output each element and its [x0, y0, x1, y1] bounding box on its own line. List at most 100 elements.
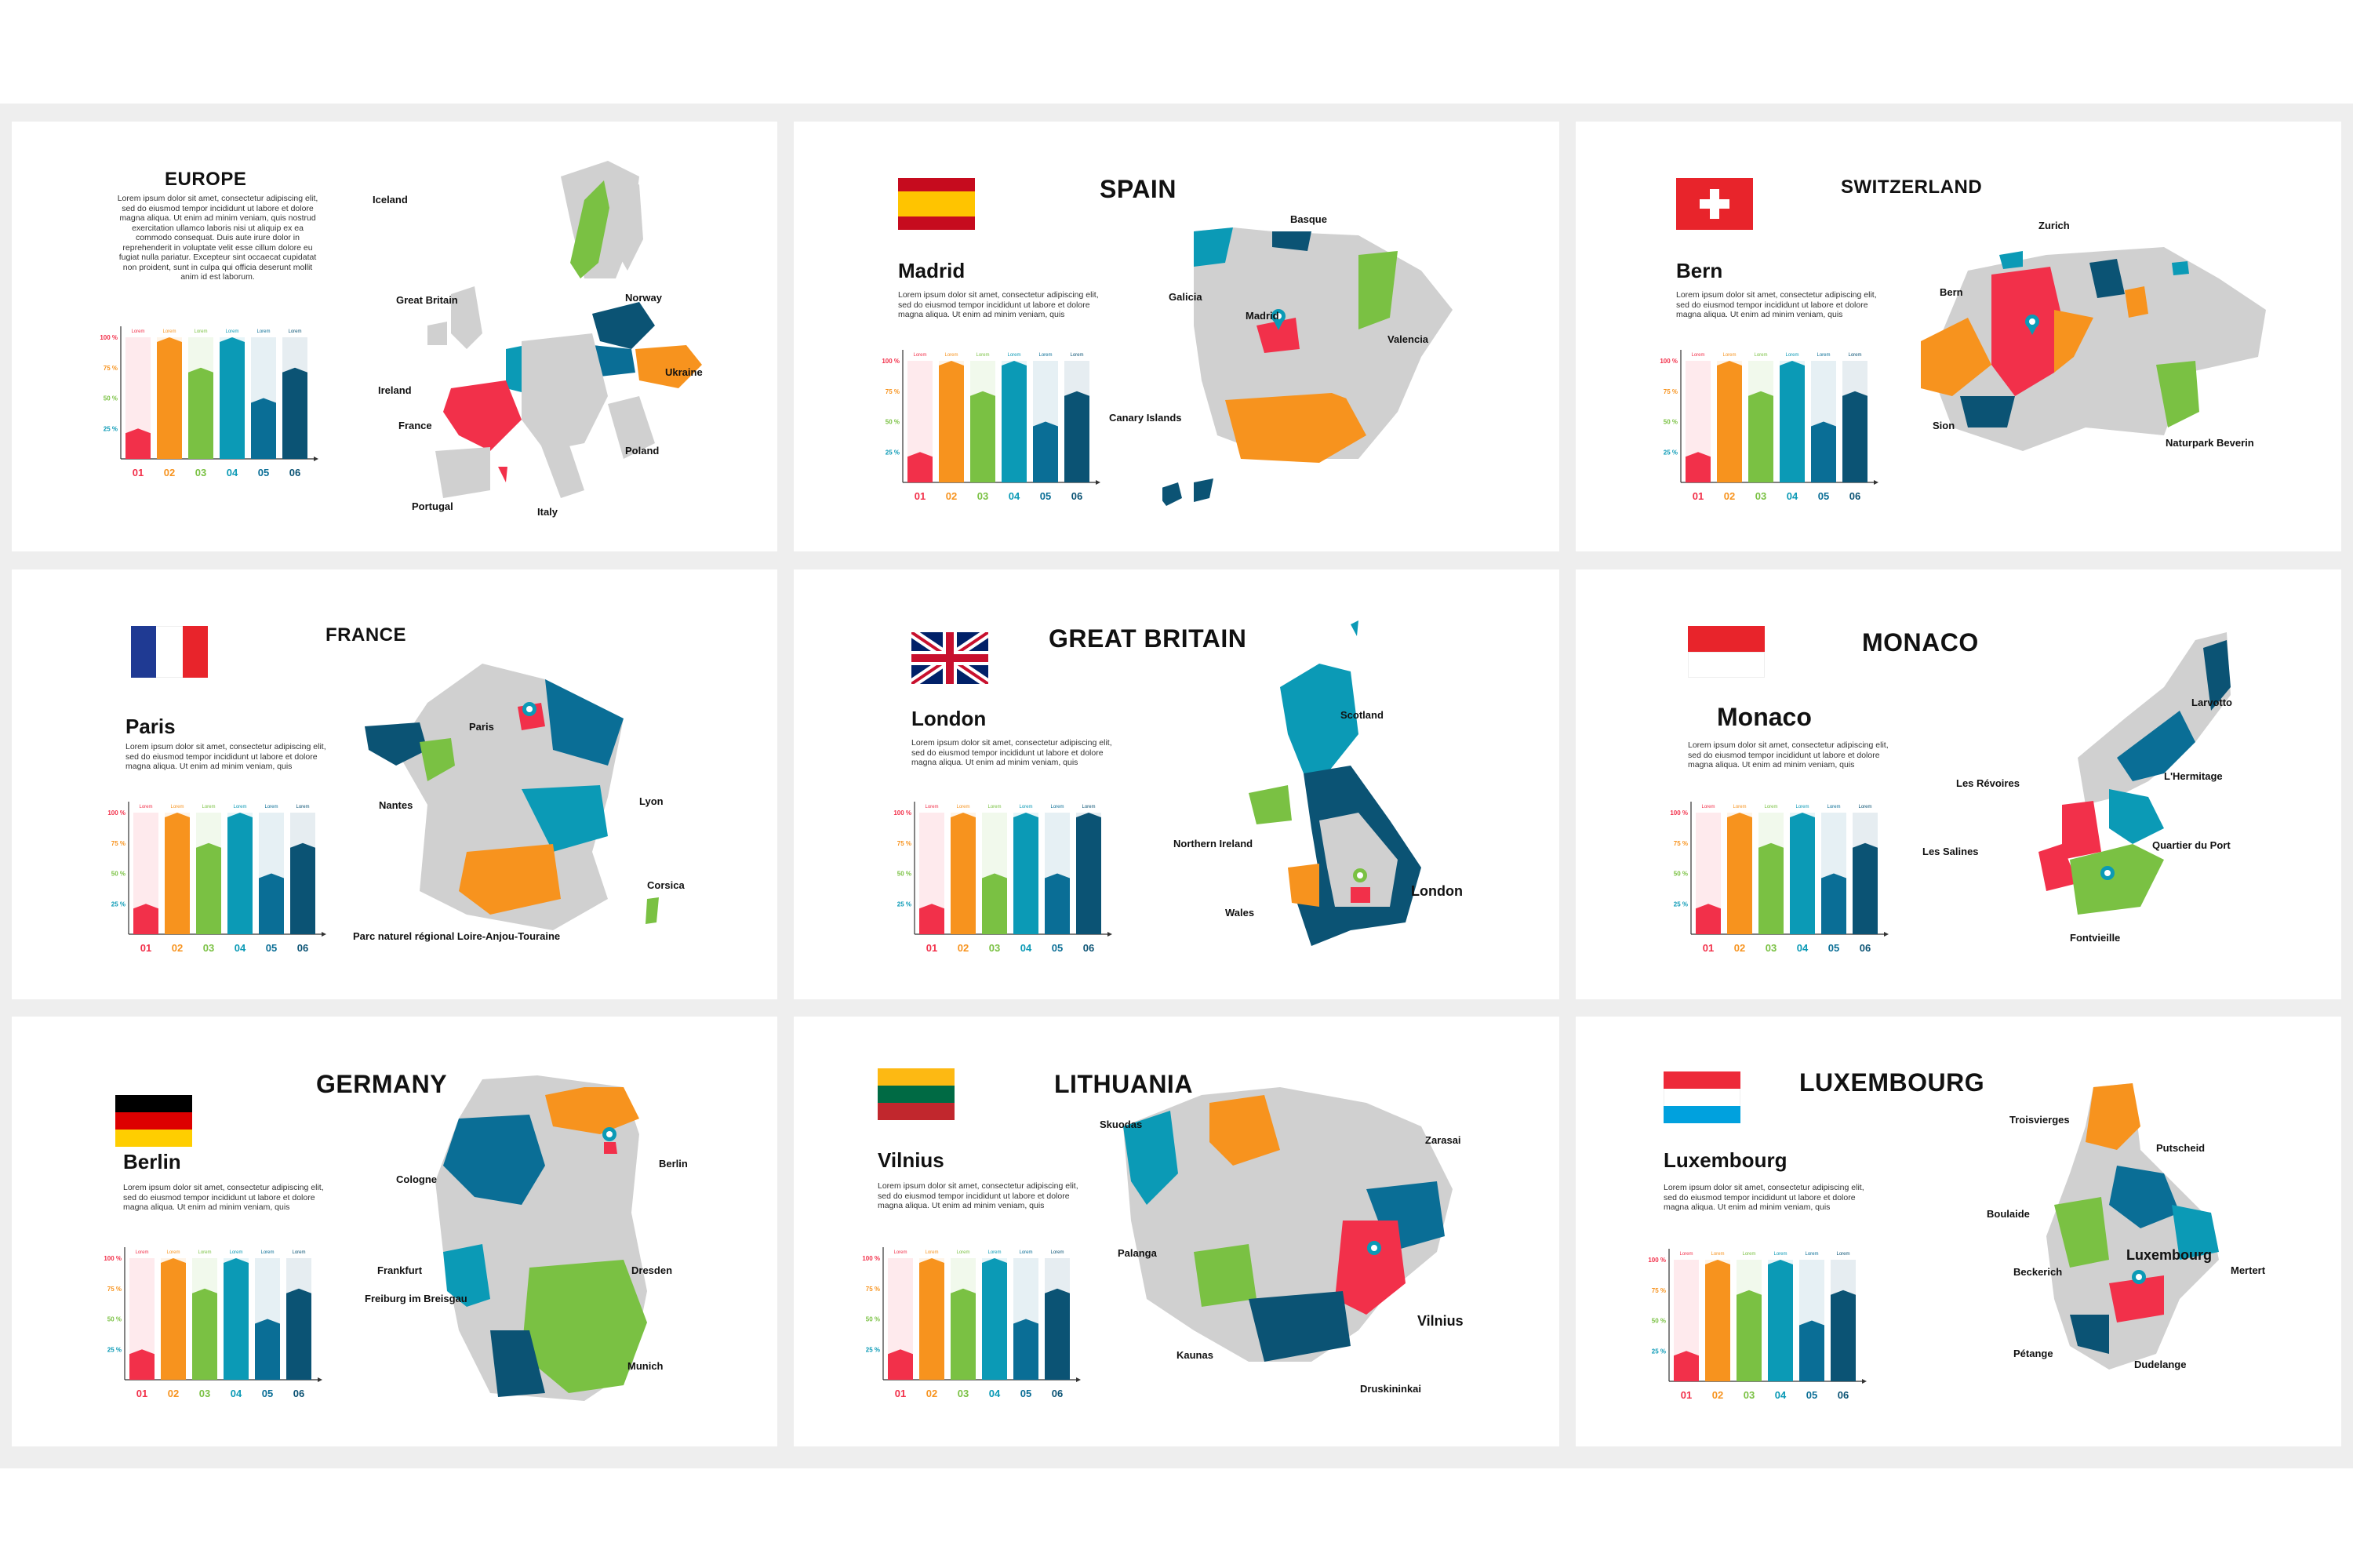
bar-label: Lorem — [1805, 1252, 1818, 1257]
category-label: 05 — [1020, 1388, 1031, 1399]
bar-label: Lorem — [913, 353, 926, 358]
capital-name: Madrid — [898, 259, 966, 282]
slide-great-britain[interactable]: GREAT BRITAIN London Lorem ipsum dolor s… — [794, 569, 1559, 999]
bar — [165, 813, 190, 934]
bar — [1737, 1290, 1762, 1381]
bar — [1696, 904, 1721, 934]
slide-europe[interactable]: EUROPE Lorem ipsum dolor sit amet, conse… — [12, 122, 777, 551]
bar-label: Lorem — [1754, 353, 1767, 358]
slide-luxembourg[interactable]: LUXEMBOURG Luxembourg Lorem ipsum dolor … — [1576, 1017, 2341, 1446]
bar-label: Lorem — [1733, 805, 1746, 809]
category-label: 05 — [1040, 490, 1051, 502]
place-label: Nantes — [379, 799, 413, 811]
bar-chart: 100 % 75 % 50 % 25 % Lorem 01 Lorem 02 Lorem 03 Lo… — [107, 802, 326, 954]
x-axis-arrow — [1096, 480, 1100, 485]
bar — [1811, 421, 1836, 482]
bar — [259, 873, 284, 934]
place-label: Corsica — [647, 879, 685, 891]
category-label: 04 — [235, 942, 246, 954]
y-tick-label: 100 % — [893, 809, 911, 817]
category-label: 04 — [1020, 942, 1032, 954]
y-tick-label: 100 % — [1670, 809, 1688, 817]
y-tick-label: 50 % — [1664, 419, 1678, 426]
bar — [1076, 813, 1101, 934]
x-axis-arrow — [318, 1377, 322, 1382]
place-label: Valencia — [1387, 333, 1429, 345]
slide-france[interactable]: FRANCE Paris Lorem ipsum dolor sit amet,… — [12, 569, 777, 999]
slide-spain[interactable]: SPAIN Madrid Lorem ipsum dolor sit amet,… — [794, 122, 1559, 551]
place-label: Zurich — [2038, 220, 2070, 231]
y-tick-label: 25 % — [111, 900, 125, 908]
bar — [1064, 391, 1089, 482]
bar-label: Lorem — [194, 329, 207, 334]
y-tick-label: 100 % — [104, 1255, 122, 1262]
bar-label: Lorem — [976, 353, 989, 358]
y-tick-label: 25 % — [1674, 900, 1688, 908]
category-label: 03 — [977, 490, 988, 502]
slide-lithuania[interactable]: LITHUANIA Vilnius Lorem ipsum dolor sit … — [794, 1017, 1559, 1446]
bar — [188, 367, 213, 459]
bar-label: Lorem — [1019, 805, 1032, 809]
slide-body-text: Lorem ipsum dolor sit amet, consectetur … — [1676, 290, 1877, 319]
bar-label: Lorem — [139, 805, 152, 809]
y-tick-label: 75 % — [111, 840, 125, 847]
place-label: Druskininkai — [1360, 1383, 1422, 1395]
bar-label: Lorem — [944, 353, 958, 358]
category-label: 01 — [140, 942, 151, 954]
place-label: Norway — [625, 292, 662, 304]
bar — [1799, 1320, 1824, 1381]
bar — [129, 1349, 155, 1380]
y-tick-label: 75 % — [897, 840, 911, 847]
place-label: Sion — [1933, 420, 1955, 431]
bar-label: Lorem — [1817, 353, 1830, 358]
bar — [1831, 1290, 1856, 1381]
place-label: Great Britain — [396, 294, 458, 306]
place-label: Freiburg im Breisgau — [365, 1293, 467, 1304]
bar-label: Lorem — [225, 329, 238, 334]
y-tick-label: 100 % — [100, 334, 118, 341]
place-label: Canary Islands — [1109, 412, 1182, 424]
bar-label: Lorem — [1070, 353, 1083, 358]
category-label: 04 — [1787, 490, 1798, 502]
bar-label: Lorem — [1836, 1252, 1849, 1257]
category-label: 06 — [289, 467, 300, 478]
bar-label: Lorem — [198, 1250, 211, 1255]
y-tick-label: 50 % — [111, 871, 125, 878]
y-tick-label: 25 % — [886, 449, 900, 456]
bar — [1853, 842, 1878, 934]
category-label: 05 — [1828, 942, 1839, 954]
bar-label: Lorem — [1795, 805, 1809, 809]
bar — [1717, 361, 1742, 482]
category-label: 02 — [1712, 1389, 1723, 1401]
slide-switzerland[interactable]: SWITZERLAND Bern Lorem ipsum dolor sit a… — [1576, 122, 2341, 551]
slide-monaco[interactable]: MONACO Monaco Lorem ipsum dolor sit amet… — [1576, 569, 2341, 999]
bar — [1780, 361, 1805, 482]
y-tick-label: 75 % — [1664, 388, 1678, 395]
bar-label: Lorem — [1785, 353, 1798, 358]
category-label: 02 — [164, 467, 175, 478]
category-label: 03 — [1766, 942, 1777, 954]
bar-label: Lorem — [956, 1250, 969, 1255]
y-tick-label: 50 % — [107, 1316, 122, 1323]
category-label: 05 — [258, 467, 269, 478]
x-axis-arrow — [1884, 932, 1889, 937]
bar-label: Lorem — [1007, 353, 1020, 358]
capital-name: Luxembourg — [1664, 1148, 1787, 1172]
slide-germany[interactable]: GERMANY Berlin Lorem ipsum dolor sit ame… — [12, 1017, 777, 1446]
bar — [290, 842, 315, 934]
flag-switzerland — [1676, 178, 1753, 230]
slide-title: LITHUANIA — [1054, 1070, 1193, 1098]
category-label: 03 — [1744, 1389, 1755, 1401]
bar-label: Lorem — [1019, 1250, 1032, 1255]
category-label: 05 — [262, 1388, 273, 1399]
place-label: Les Révoires — [1956, 777, 2020, 789]
y-tick-label: 25 % — [866, 1346, 880, 1353]
place-label: Munich — [627, 1360, 664, 1372]
category-label: 01 — [1693, 490, 1704, 502]
bar — [1758, 842, 1784, 934]
bar-label: Lorem — [131, 329, 144, 334]
bar — [133, 904, 158, 934]
y-tick-label: 25 % — [897, 900, 911, 908]
bar-chart: 100 % 75 % 50 % 25 % Lorem 01 Lorem 02 Lorem 03 Lo… — [1660, 350, 1878, 502]
place-label: Basque — [1290, 213, 1327, 225]
